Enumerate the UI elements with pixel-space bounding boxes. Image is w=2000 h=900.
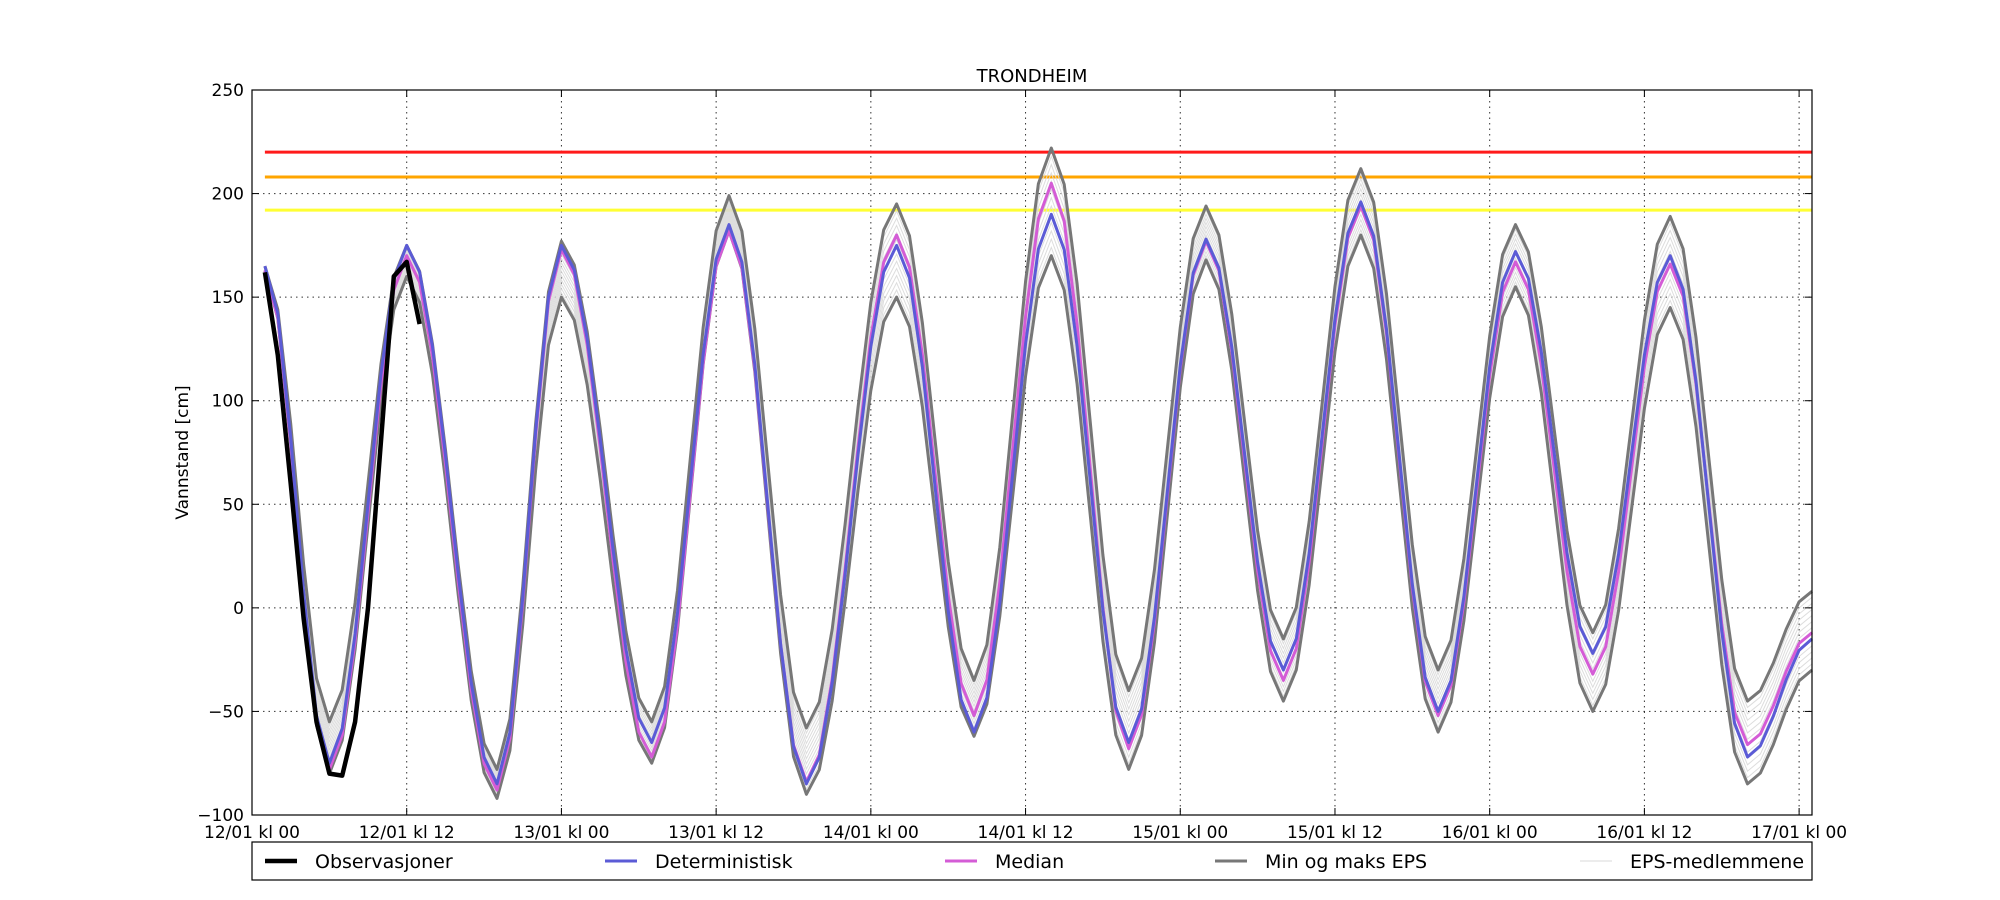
chart-title: TRONDHEIM <box>976 66 1088 87</box>
legend-label: Min og maks EPS <box>1265 851 1427 873</box>
legend-box <box>251 841 1813 881</box>
observations-line <box>262 259 422 778</box>
legend-label: Median <box>995 851 1064 873</box>
y-tick-label: 200 <box>212 185 244 205</box>
eps-member-line <box>264 187 1813 783</box>
x-tick-label: 13/01 kl 00 <box>513 823 609 843</box>
eps-member-line <box>264 223 1813 796</box>
x-tick-label: 13/01 kl 12 <box>668 823 764 843</box>
y-tick-label: −50 <box>208 702 244 722</box>
legend-label: Deterministisk <box>655 851 793 873</box>
eps-member-line <box>264 218 1813 794</box>
x-tick-label: 14/01 kl 00 <box>823 823 919 843</box>
y-tick-label: 250 <box>212 81 244 101</box>
series-lines <box>262 146 1813 800</box>
x-tick-label: 17/01 kl 00 <box>1751 823 1847 843</box>
x-tick-label: 15/01 kl 12 <box>1287 823 1383 843</box>
axis-ticks: −100 −50 0 50 100 150 200 250 12/01 kl 00 12/01 k… <box>197 81 1847 843</box>
legend: Observasjoner Deterministisk Median Min og … <box>251 841 1813 881</box>
y-tick-label: 150 <box>212 288 244 308</box>
legend-label: Observasjoner <box>315 851 453 873</box>
min-eps-line <box>263 229 1813 800</box>
deterministic-line <box>263 200 1813 786</box>
y-tick-label: 50 <box>222 495 244 515</box>
eps-member-line <box>264 213 1813 791</box>
x-tick-label: 15/01 kl 00 <box>1132 823 1228 843</box>
x-tick-label: 14/01 kl 12 <box>978 823 1074 843</box>
x-tick-label: 12/01 kl 12 <box>359 823 455 843</box>
plot-frame <box>251 89 1813 816</box>
eps-member-line <box>264 226 1813 798</box>
x-tick-label: 16/01 kl 12 <box>1596 823 1692 843</box>
y-tick-label: 100 <box>212 392 244 412</box>
legend-label: EPS-medlemmene <box>1630 851 1804 873</box>
x-tick-label: 12/01 kl 00 <box>204 823 300 843</box>
y-axis-label: Vannstand [cm] <box>173 385 193 519</box>
x-tick-label: 16/01 kl 00 <box>1442 823 1538 843</box>
y-tick-label: −100 <box>197 806 244 826</box>
grid <box>252 90 1812 815</box>
y-tick-label: 0 <box>233 599 244 619</box>
